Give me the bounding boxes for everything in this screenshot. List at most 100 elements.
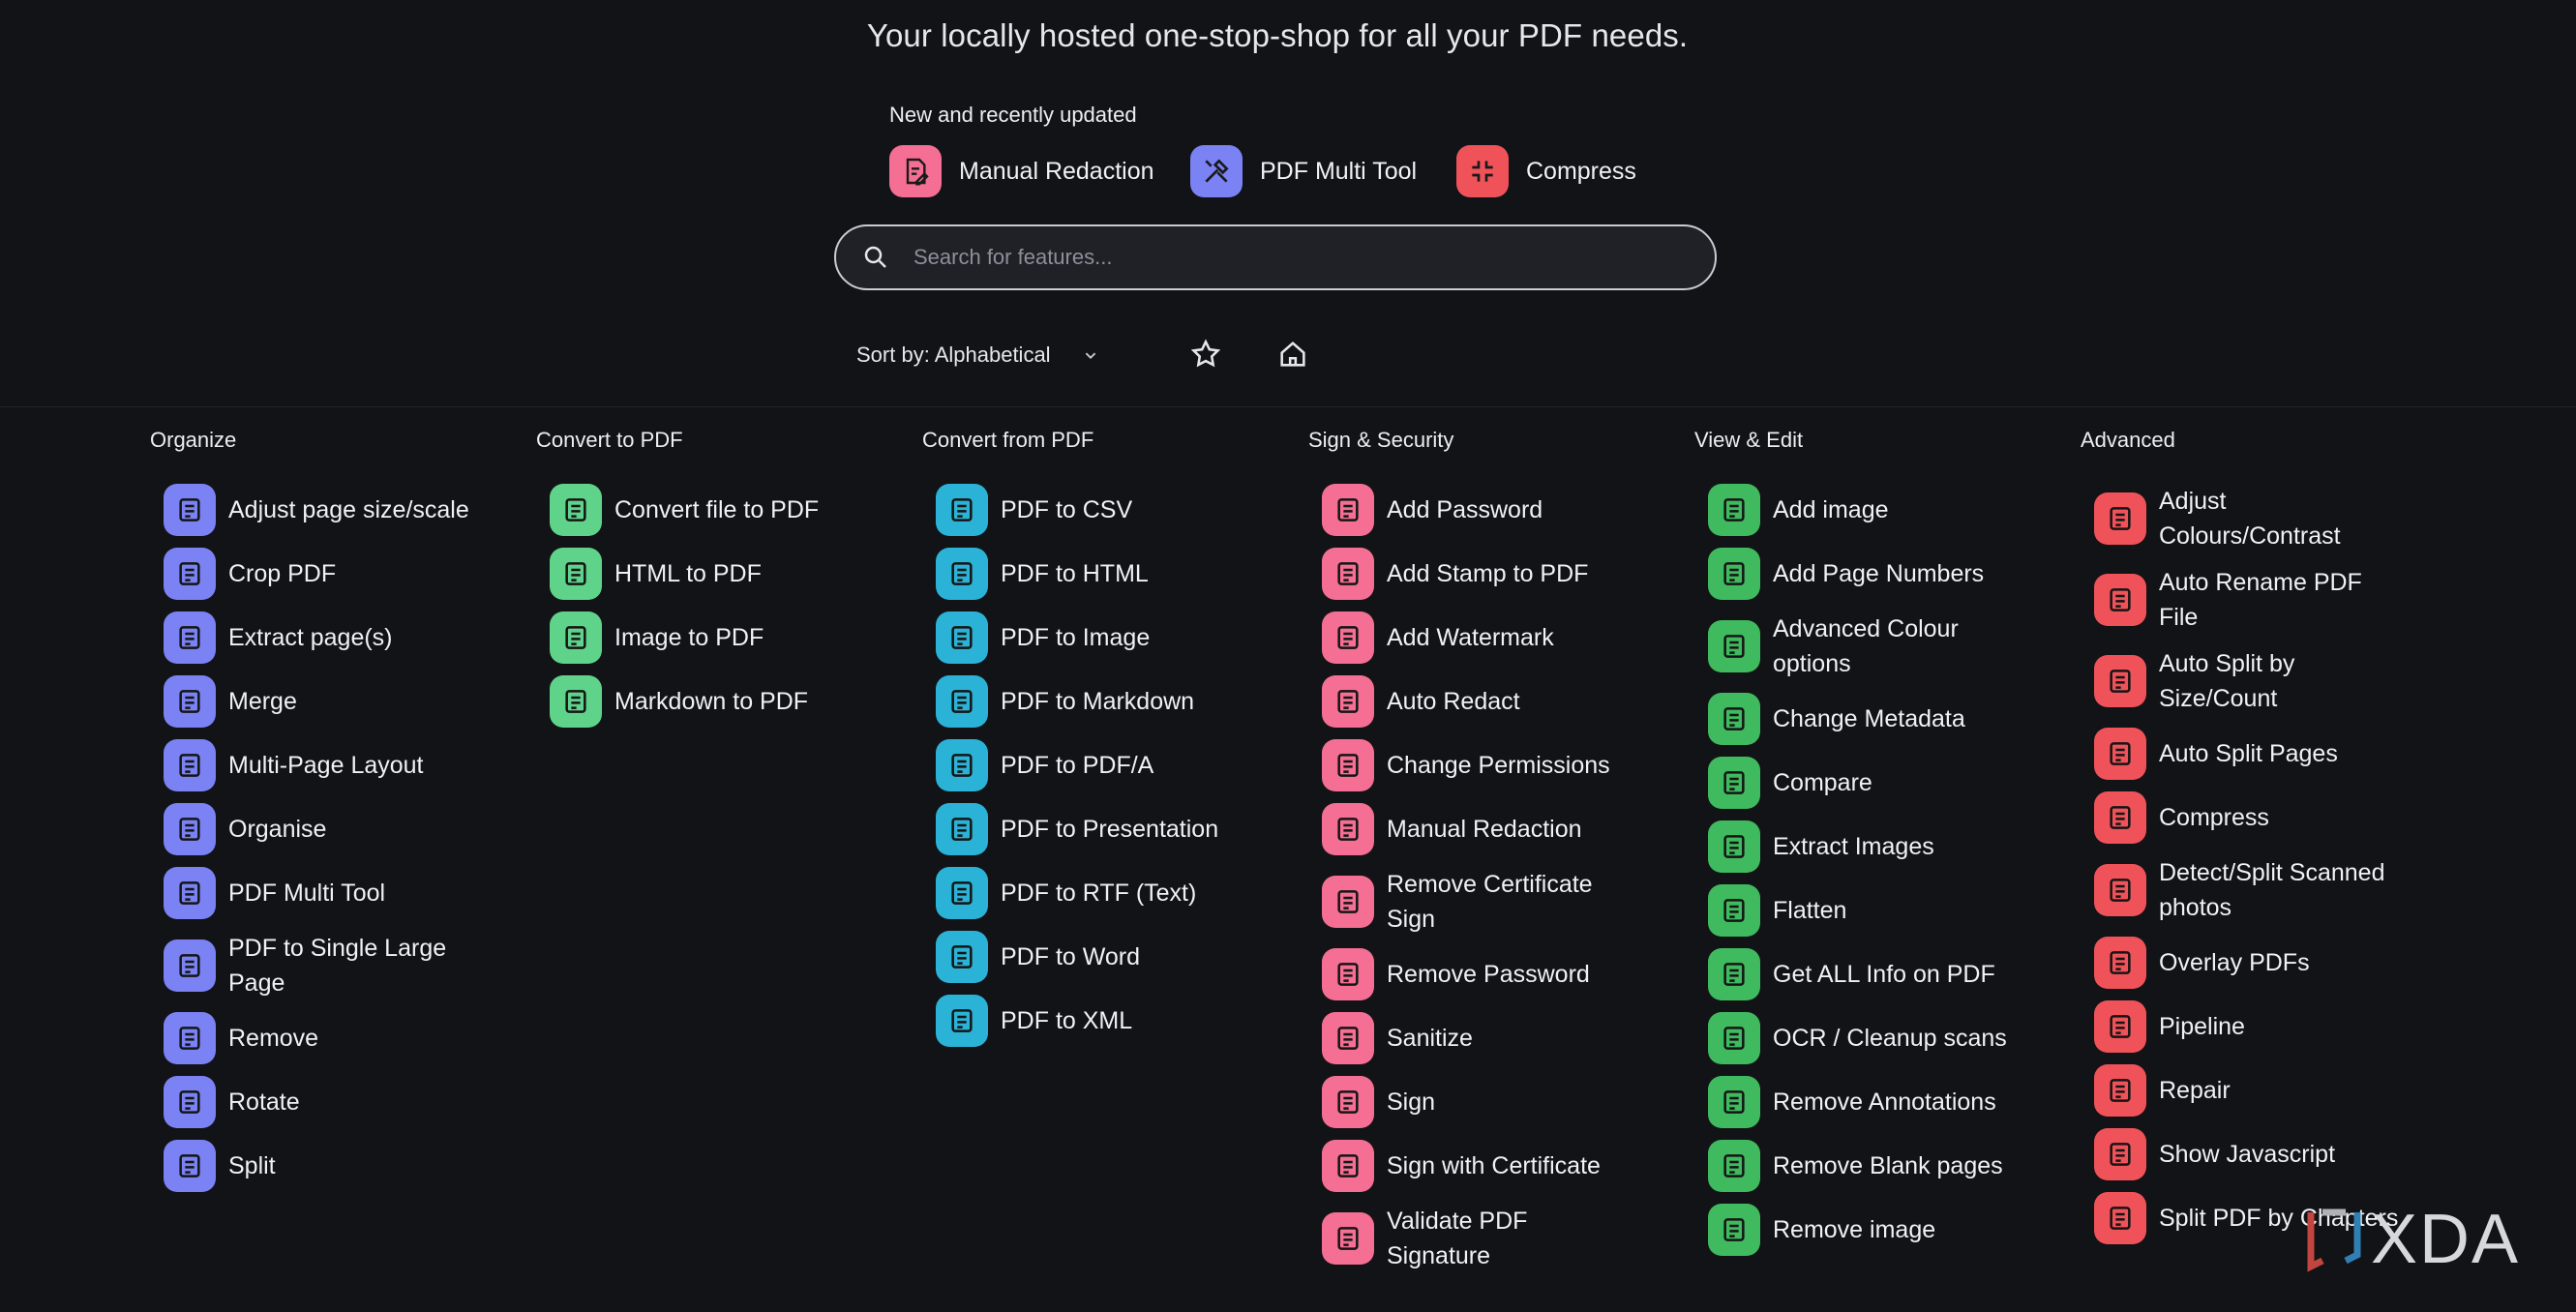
tool-label: Remove Blank pages <box>1773 1152 2003 1179</box>
tool-adjust-page-size-scale[interactable]: Adjust page size/scale <box>164 484 527 536</box>
markdown-to-pdf-icon <box>550 675 602 728</box>
tool-convert-file-to-pdf[interactable]: Convert file to PDF <box>550 484 914 536</box>
tool-image-to-pdf[interactable]: Image to PDF <box>550 611 914 664</box>
tool-split[interactable]: Split <box>164 1140 527 1192</box>
tool-markdown-to-pdf[interactable]: Markdown to PDF <box>550 675 914 728</box>
tool-pdf-to-image[interactable]: PDF to Image <box>936 611 1300 664</box>
tool-get-all-info-on-pdf[interactable]: Get ALL Info on PDF <box>1708 948 2072 1000</box>
tool-label: Validate PDF Signature <box>1387 1208 1528 1269</box>
sort-dropdown[interactable]: Sort by: Alphabetical <box>856 343 1101 368</box>
tool-repair[interactable]: Repair <box>2094 1064 2458 1117</box>
tool-crop-pdf[interactable]: Crop PDF <box>164 548 527 600</box>
pdf-to-csv-icon <box>936 484 988 536</box>
recent-pdf-multi-tool[interactable]: PDF Multi Tool <box>1190 143 1417 199</box>
tool-pdf-to-rtf-text[interactable]: PDF to RTF (Text) <box>936 867 1300 919</box>
tool-label: PDF to Single Large Page <box>228 935 447 997</box>
tool-multi-page-layout[interactable]: Multi-Page Layout <box>164 739 527 791</box>
tool-manual-redaction[interactable]: Manual Redaction <box>1322 803 1686 855</box>
tool-validate-pdf-signature[interactable]: Validate PDF Signature <box>1322 1204 1686 1273</box>
tool-label: Show Javascript <box>2159 1141 2336 1168</box>
tool-organise[interactable]: Organise <box>164 803 527 855</box>
tool-remove-certificate-sign[interactable]: Remove Certificate Sign <box>1322 867 1686 937</box>
tool-remove-image[interactable]: Remove image <box>1708 1204 2072 1256</box>
tool-label: Adjust page size/scale <box>228 496 469 523</box>
tool-html-to-pdf[interactable]: HTML to PDF <box>550 548 914 600</box>
tool-ocr-cleanup-scans[interactable]: OCR / Cleanup scans <box>1708 1012 2072 1064</box>
tool-add-stamp-to-pdf[interactable]: Add Stamp to PDF <box>1322 548 1686 600</box>
tool-pdf-to-single-large-page[interactable]: PDF to Single Large Page <box>164 931 527 1000</box>
tool-overlay-pdfs[interactable]: Overlay PDFs <box>2094 937 2458 989</box>
favorites-button[interactable] <box>1186 335 1225 373</box>
tool-label: Add Password <box>1387 496 1543 523</box>
tool-auto-rename-pdf-file[interactable]: Auto Rename PDF File <box>2094 565 2458 635</box>
tool-flatten[interactable]: Flatten <box>1708 884 2072 937</box>
tool-label: Detect/Split Scanned photos <box>2159 859 2385 921</box>
remove-icon <box>164 1012 216 1064</box>
tool-sign[interactable]: Sign <box>1322 1076 1686 1128</box>
adjust-page-size-scale-icon <box>164 484 216 536</box>
tool-pdf-to-markdown[interactable]: PDF to Markdown <box>936 675 1300 728</box>
tool-rotate[interactable]: Rotate <box>164 1076 527 1128</box>
tool-auto-split-pages[interactable]: Auto Split Pages <box>2094 728 2458 780</box>
add-password-icon <box>1322 484 1374 536</box>
tool-change-metadata[interactable]: Change Metadata <box>1708 693 2072 745</box>
show-javascript-icon <box>2094 1128 2146 1180</box>
divider <box>0 406 2576 407</box>
tool-pdf-to-html[interactable]: PDF to HTML <box>936 548 1300 600</box>
add-page-numbers-icon <box>1708 548 1760 600</box>
remove-password-icon <box>1322 948 1374 1000</box>
tool-extract-page-s[interactable]: Extract page(s) <box>164 611 527 664</box>
tool-add-image[interactable]: Add image <box>1708 484 2072 536</box>
split-icon <box>164 1140 216 1192</box>
tool-adjust-colours-contrast[interactable]: Adjust Colours/Contrast <box>2094 484 2458 553</box>
tool-label: PDF to XML <box>1001 1007 1133 1034</box>
tool-auto-redact[interactable]: Auto Redact <box>1322 675 1686 728</box>
tool-compare[interactable]: Compare <box>1708 757 2072 809</box>
search-input[interactable] <box>912 244 1690 271</box>
tool-add-watermark[interactable]: Add Watermark <box>1322 611 1686 664</box>
tool-pdf-to-word[interactable]: PDF to Word <box>936 931 1300 983</box>
tool-pdf-to-pdf-a[interactable]: PDF to PDF/A <box>936 739 1300 791</box>
search-bar[interactable] <box>834 224 1717 290</box>
image-to-pdf-icon <box>550 611 602 664</box>
tool-merge[interactable]: Merge <box>164 675 527 728</box>
category-organize: Organize Adjust page size/scale Crop PDF E… <box>150 426 527 1204</box>
recent-compress[interactable]: Compress <box>1456 143 1636 199</box>
tool-show-javascript[interactable]: Show Javascript <box>2094 1128 2458 1180</box>
pdf-to-html-icon <box>936 548 988 600</box>
star-icon <box>1190 339 1221 368</box>
tool-label: Remove Certificate Sign <box>1387 871 1593 933</box>
tool-label: Organise <box>228 816 327 843</box>
tool-extract-images[interactable]: Extract Images <box>1708 820 2072 873</box>
tool-pdf-to-csv[interactable]: PDF to CSV <box>936 484 1300 536</box>
tool-remove[interactable]: Remove <box>164 1012 527 1064</box>
tool-remove-password[interactable]: Remove Password <box>1322 948 1686 1000</box>
tool-remove-blank-pages[interactable]: Remove Blank pages <box>1708 1140 2072 1192</box>
recent-manual-redaction[interactable]: Manual Redaction <box>889 143 1154 199</box>
tool-sign-with-certificate[interactable]: Sign with Certificate <box>1322 1140 1686 1192</box>
tool-auto-split-by-size-count[interactable]: Auto Split by Size/Count <box>2094 646 2458 716</box>
home-button[interactable] <box>1273 335 1312 373</box>
tool-pdf-multi-tool[interactable]: PDF Multi Tool <box>164 867 527 919</box>
compress-icon <box>1456 145 1509 197</box>
tool-advanced-colour-options[interactable]: Advanced Colour options <box>1708 611 2072 681</box>
tool-sanitize[interactable]: Sanitize <box>1322 1012 1686 1064</box>
tool-remove-annotations[interactable]: Remove Annotations <box>1708 1076 2072 1128</box>
tool-label: PDF to PDF/A <box>1001 752 1154 779</box>
tool-pdf-to-presentation[interactable]: PDF to Presentation <box>936 803 1300 855</box>
tool-compress[interactable]: Compress <box>2094 791 2458 844</box>
pipeline-icon <box>2094 1000 2146 1053</box>
tool-add-password[interactable]: Add Password <box>1322 484 1686 536</box>
sign-with-certificate-icon <box>1322 1140 1374 1192</box>
tool-pipeline[interactable]: Pipeline <box>2094 1000 2458 1053</box>
pdf-to-markdown-icon <box>936 675 988 728</box>
tool-change-permissions[interactable]: Change Permissions <box>1322 739 1686 791</box>
tool-pdf-to-xml[interactable]: PDF to XML <box>936 995 1300 1047</box>
sort-label: Sort by: Alphabetical <box>856 343 1051 367</box>
tool-label: Sign <box>1387 1088 1436 1116</box>
pdf-multi-tool-icon <box>164 867 216 919</box>
tool-detect-split-scanned-photos[interactable]: Detect/Split Scanned photos <box>2094 855 2458 925</box>
tool-add-page-numbers[interactable]: Add Page Numbers <box>1708 548 2072 600</box>
xda-logo-icon <box>2307 1208 2361 1272</box>
compress-icon <box>2094 791 2146 844</box>
